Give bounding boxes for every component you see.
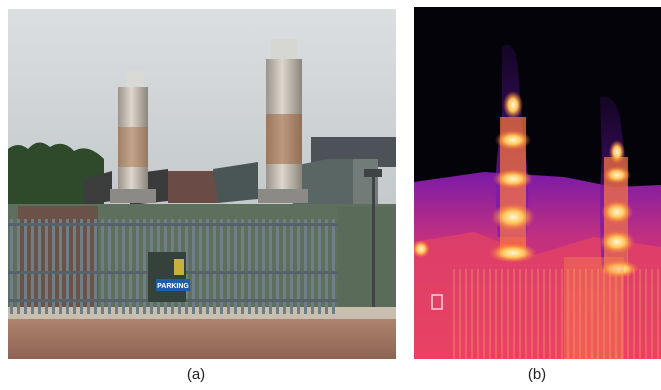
fence-picket (213, 219, 216, 314)
tree-line (8, 142, 104, 209)
fence-picket (108, 219, 111, 314)
fence-picket (80, 219, 83, 314)
caption-a: (a) (186, 366, 206, 383)
fence-picket (234, 219, 237, 314)
fence-picket (199, 219, 202, 314)
fence-picket (122, 219, 125, 314)
fence-picket (220, 219, 223, 314)
fence-picket (262, 219, 265, 314)
thermal-fence (453, 269, 659, 359)
thermal-panel-b (414, 7, 661, 359)
fence-picket (269, 219, 272, 314)
fence-picket (297, 219, 300, 314)
fence-picket (45, 219, 48, 314)
fence-picket (241, 219, 244, 314)
fence-picket (87, 219, 90, 314)
photo-panel-a: PARKING (8, 9, 396, 359)
fence-picket (227, 219, 230, 314)
parking-sign-text: PARKING (157, 283, 189, 290)
fence-picket (290, 219, 293, 314)
parking-sign (156, 279, 190, 291)
fence-picket (115, 219, 118, 314)
fence-picket (52, 219, 55, 314)
fence-picket (318, 219, 321, 314)
fence-picket (94, 219, 97, 314)
fence-picket (10, 219, 13, 314)
right-stack-cap (271, 39, 297, 59)
fence-picket (304, 219, 307, 314)
fence-picket (38, 219, 41, 314)
caption-b: (b) (527, 366, 547, 383)
generator-site-photo: PARKING (8, 9, 396, 359)
fence-picket (206, 219, 209, 314)
fence-picket (73, 219, 76, 314)
left-stack-cap (126, 71, 144, 87)
fence-picket (311, 219, 314, 314)
fence-picket (185, 219, 188, 314)
fence-picket (192, 219, 195, 314)
fence-picket (248, 219, 251, 314)
fence-picket (31, 219, 34, 314)
fence-picket (255, 219, 258, 314)
fence-picket (332, 219, 335, 314)
fence-picket (59, 219, 62, 314)
fence-picket (17, 219, 20, 314)
fence-picket (283, 219, 286, 314)
fence-picket (143, 219, 146, 314)
fence-picket (325, 219, 328, 314)
fence-picket (276, 219, 279, 314)
fence-picket (66, 219, 69, 314)
thermal-image (414, 7, 661, 359)
fence-picket (136, 219, 139, 314)
fence-picket (101, 219, 104, 314)
left-stack (118, 87, 148, 199)
fence-picket (24, 219, 27, 314)
fence-picket (129, 219, 132, 314)
